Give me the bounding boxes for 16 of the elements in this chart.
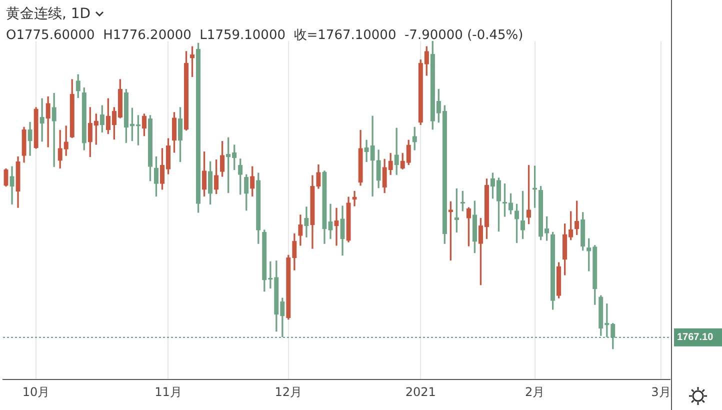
candlestick [40,98,44,142]
candlestick [352,190,357,206]
x-tick-label: 11月 [154,384,182,399]
x-tick-label: 12月 [274,384,302,399]
x-tick-label: 3月 [651,384,671,399]
candlestick [370,116,375,196]
candlestick [334,208,339,246]
candlestick [364,140,369,162]
candlestick [52,93,56,167]
x-tick-label: 10月 [22,384,50,399]
chart-subtitle: O1775.60000 H1776.20000 L1759.10000 收=1767.10000 -7.90000 (-0.45%) [6,27,524,44]
x-tick-label: 2月 [524,384,545,399]
candlestick [304,206,309,238]
chart-title: 黄金连续, 1D [6,5,91,23]
x-tick-label: 2021 [405,384,436,399]
text: 1767.10 [677,332,714,344]
